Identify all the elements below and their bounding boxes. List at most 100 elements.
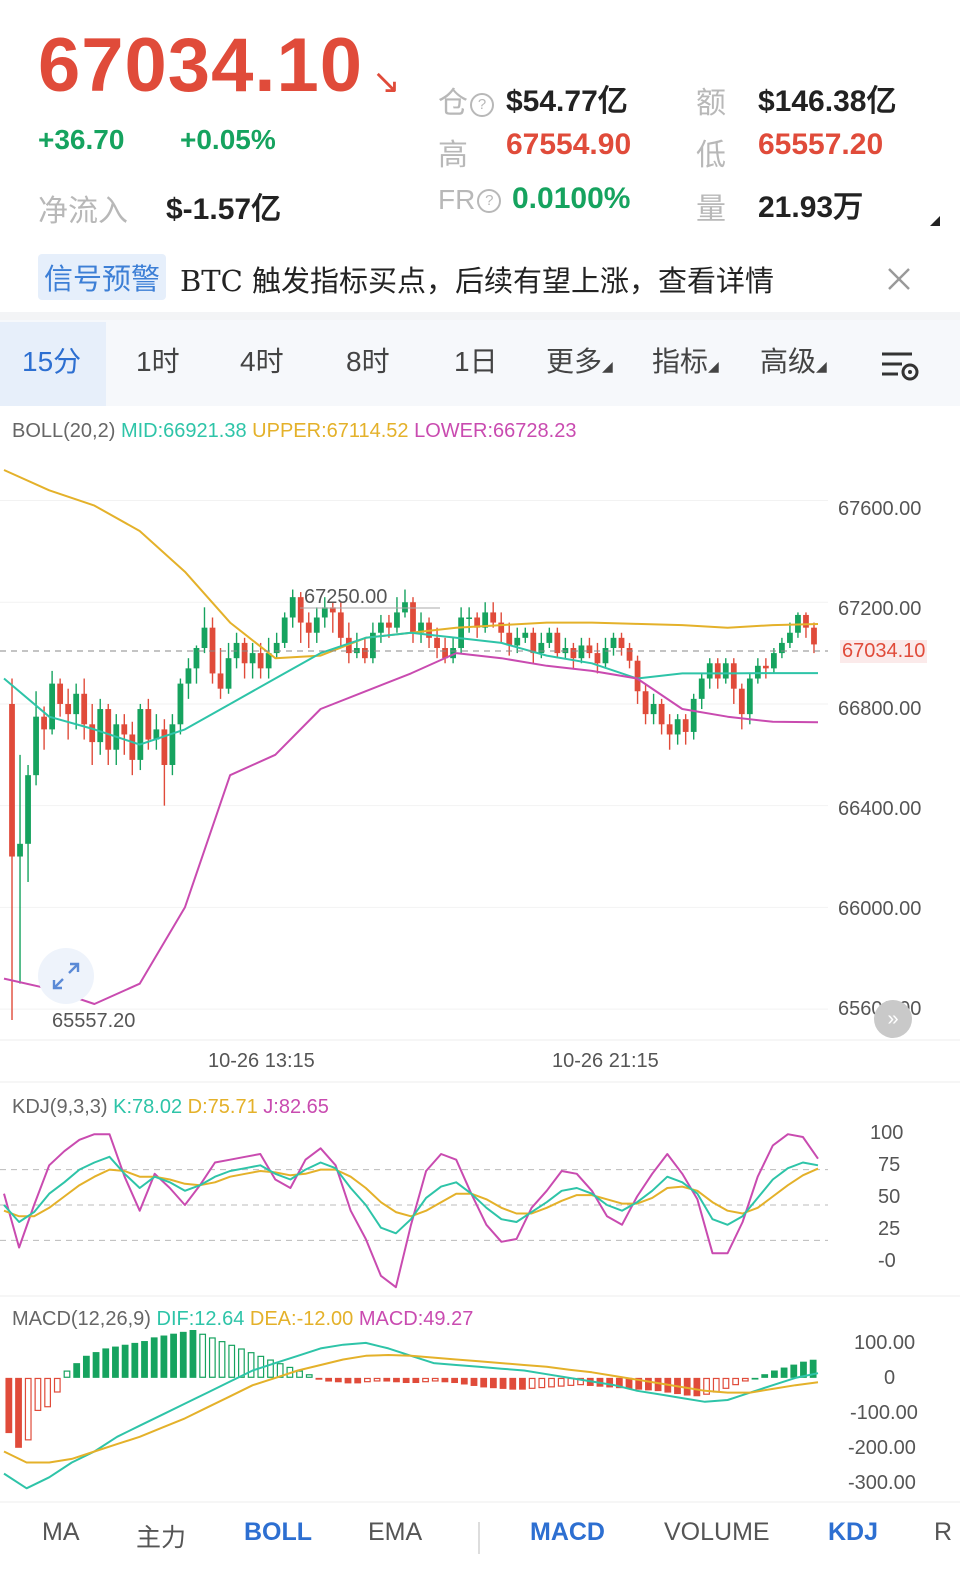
candle-body [361, 648, 368, 659]
candle-body [634, 660, 641, 692]
candle-body [482, 612, 489, 628]
macd-hist-bar [412, 1377, 420, 1384]
candle-body [642, 691, 649, 715]
macd-hist-bar [693, 1377, 701, 1397]
indicator-tab-boll[interactable]: BOLL [244, 1518, 313, 1546]
candle-body [57, 683, 64, 704]
macd-hist-bar [790, 1364, 798, 1378]
candle-body [650, 703, 657, 715]
high-label: 高 [438, 139, 468, 172]
tab-1d[interactable]: 1日 [454, 346, 498, 377]
macd-hist-bar [567, 1377, 575, 1386]
macd-hist-bar [528, 1377, 536, 1389]
tab-advanced[interactable]: 高级◢ [760, 346, 827, 377]
expand-corner-icon[interactable] [928, 214, 942, 228]
kdj-y-tick: 25 [878, 1218, 901, 1240]
candle-body [402, 602, 408, 613]
candle-body [177, 683, 184, 725]
candle-body [418, 622, 424, 633]
price-change: +36.70 [38, 124, 125, 155]
tab-more[interactable]: 更多◢ [546, 346, 613, 377]
candle-body [722, 663, 729, 679]
candle-body [586, 645, 593, 654]
macd-hist-bar [150, 1337, 158, 1378]
tab-divider [478, 1522, 480, 1554]
scroll-to-latest-button[interactable]: » [874, 1000, 912, 1038]
chart-settings-icon[interactable] [878, 346, 922, 386]
macd-hist-bar [800, 1361, 807, 1378]
candle-body [73, 693, 80, 715]
close-icon[interactable] [884, 264, 914, 294]
signal-text[interactable]: BTC 触发指标买点，后续有望上涨，查看详情 [180, 264, 775, 298]
macd-hist-bar [615, 1377, 623, 1389]
indicator-tab-volume[interactable]: VOLUME [664, 1518, 770, 1546]
macd-legend: MACD(12,26,9) DIF:12.64 DEA:-12.00 MACD:… [12, 1308, 474, 1330]
macd-hist-bar [654, 1377, 662, 1392]
macd-hist-bar [121, 1344, 129, 1378]
candle-body [490, 612, 497, 623]
tab-4h[interactable]: 4时 [240, 346, 284, 377]
macd-hist-bar [431, 1377, 439, 1382]
candle-body [185, 668, 192, 684]
candle-body [803, 614, 809, 628]
macd-hist-bar [315, 1377, 323, 1380]
candle-body [249, 653, 256, 664]
macd-hist-bar [189, 1330, 197, 1378]
tab-indicators[interactable]: 指标◢ [652, 346, 719, 377]
macd-hist-bar [771, 1370, 778, 1378]
candle-body [674, 719, 681, 735]
dropdown-corner-icon: ◢ [816, 358, 827, 374]
candle-body [81, 693, 88, 725]
candle-body [169, 724, 176, 765]
macd-hist-bar [538, 1377, 546, 1389]
net-inflow-value: $-1.57亿 [166, 193, 282, 226]
funding-rate-label[interactable]: FR? [438, 184, 502, 216]
macd-hist-bar [305, 1374, 313, 1378]
y-tick-label: 67200.00 [838, 598, 922, 620]
macd-hist-bar [548, 1377, 555, 1388]
candle-body [370, 632, 376, 659]
fullscreen-button[interactable] [38, 948, 94, 1004]
candle-body [153, 729, 160, 740]
indicator-tab-ema[interactable]: EMA [368, 1518, 423, 1546]
macd-hist-bar [625, 1377, 633, 1389]
macd-hist-bar [780, 1367, 788, 1378]
macd-hist-bar [441, 1377, 449, 1383]
macd-hist-bar [44, 1377, 51, 1408]
funding-rate-value: 0.0100% [512, 182, 631, 215]
macd-hist-bar [460, 1377, 468, 1385]
net-inflow-label: 净流入 [38, 195, 128, 228]
candle-body [217, 673, 224, 689]
candle-body [706, 663, 713, 679]
indicator-tab-macd[interactable]: MACD [530, 1518, 605, 1546]
open-interest-label[interactable]: 仓? [438, 78, 494, 122]
indicator-tab-kdj[interactable]: KDJ [828, 1518, 879, 1546]
down-right-arrow-icon: ↘ [372, 63, 401, 101]
macd-hist-bar [73, 1363, 81, 1378]
indicator-tab-ma[interactable]: MA [42, 1518, 80, 1546]
macd-hist-bar [761, 1374, 769, 1378]
candle-body [9, 703, 15, 857]
tab-15m[interactable]: 15分 [22, 346, 82, 377]
question-circle-icon[interactable]: ? [470, 93, 494, 117]
indicator-tab-main-force[interactable]: 主力 [136, 1524, 187, 1552]
tab-1h[interactable]: 1时 [136, 346, 180, 377]
indicator-tab-r[interactable]: R [934, 1518, 953, 1546]
macd-y-tick: -300.00 [848, 1472, 916, 1494]
macd-hist-bar [499, 1377, 507, 1389]
high-marker-label: 67250.00 [304, 586, 388, 608]
macd-hist-bar [179, 1331, 187, 1378]
macd-hist-bar [480, 1377, 488, 1388]
macd-hist-bar [751, 1377, 759, 1380]
low-value: 65557.20 [758, 128, 884, 161]
candle-body [137, 709, 144, 760]
candle-body [714, 663, 721, 679]
question-circle-icon[interactable]: ? [477, 189, 502, 213]
macd-hist-bar [393, 1377, 400, 1383]
y-tick-label: 66400.00 [838, 798, 922, 820]
candle-body [610, 637, 617, 649]
candle-body [33, 716, 39, 776]
tab-8h[interactable]: 8时 [346, 346, 390, 377]
candle-body [89, 724, 96, 743]
